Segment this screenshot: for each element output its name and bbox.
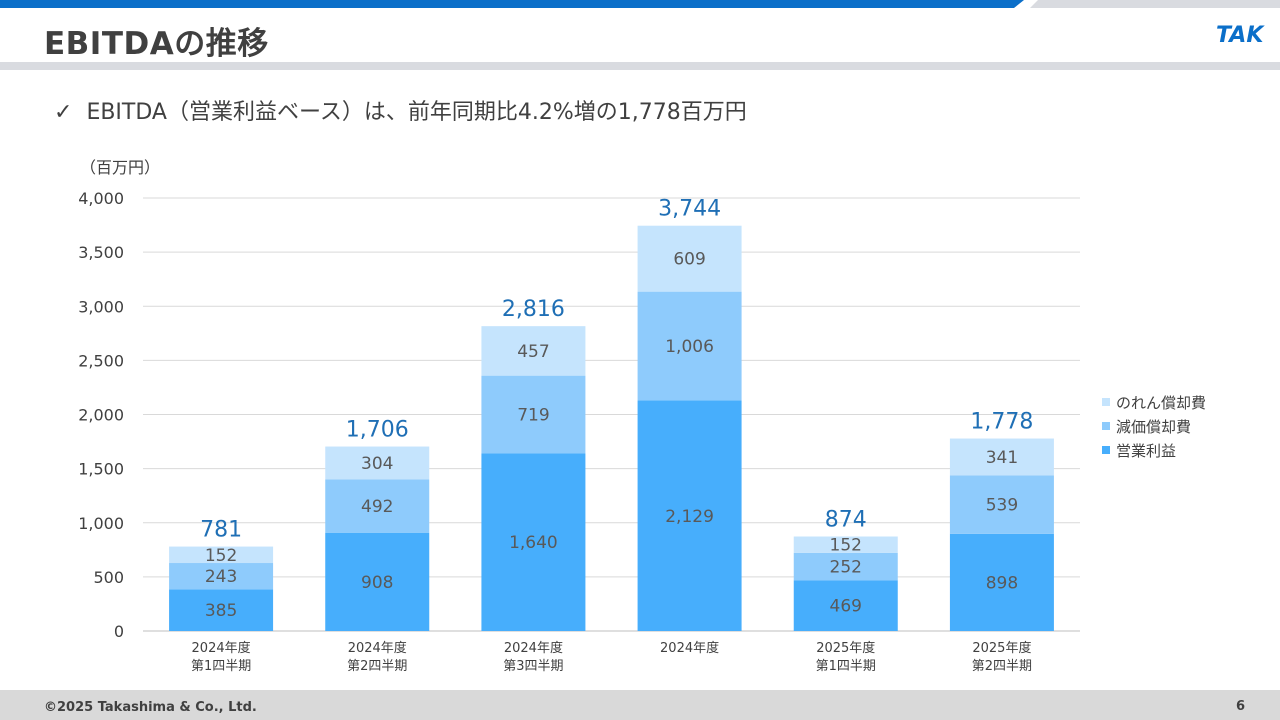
bar-value-label: 908 (361, 573, 393, 593)
y-tick-label: 500 (93, 568, 124, 587)
bar-value-label: 252 (830, 558, 862, 578)
footer-bar (0, 690, 1280, 720)
bar-segment (325, 479, 430, 533)
bar-segment (637, 291, 742, 401)
y-tick-label: 3,000 (78, 297, 124, 316)
bar-value-label: 1,006 (665, 337, 714, 357)
x-tick-label: 2025年度 (972, 640, 1031, 656)
header-rule (0, 62, 1280, 70)
bar-value-label: 469 (830, 597, 862, 617)
bar-segment (169, 546, 274, 564)
y-axis-unit-label: （百万円） (80, 158, 161, 177)
summary-text: EBITDA（営業利益ベース）は、前年同期比4.2%増の1,778百万円 (86, 100, 747, 125)
logo-text: TAK (1216, 23, 1265, 48)
bar-total-label: 781 (200, 517, 242, 542)
y-tick-label: 2,000 (78, 406, 124, 425)
bar-segment (325, 446, 430, 480)
bar-value-label: 457 (517, 342, 549, 362)
y-tick-label: 3,500 (78, 243, 124, 262)
bar-value-label: 341 (986, 448, 1018, 468)
bar-total-label: 1,706 (346, 417, 409, 442)
bar-total-label: 2,816 (502, 297, 565, 322)
bar-value-label: 539 (986, 496, 1018, 516)
company-logo: TAK (1216, 23, 1265, 48)
x-tick-label: 第3四半期 (503, 659, 563, 674)
bar-value-label: 719 (517, 406, 549, 426)
bar-segment (481, 326, 586, 376)
bar-total-label: 1,778 (970, 410, 1033, 435)
bar-segment (949, 533, 1054, 631)
bar-segment (949, 438, 1054, 476)
x-tick-label: 2025年度 (816, 640, 875, 656)
y-tick-label: 1,500 (78, 460, 124, 479)
legend-item-goodwill: のれん償却費 (1102, 390, 1206, 414)
x-tick-label: 2024年度 (192, 640, 251, 656)
bar-value-label: 609 (673, 250, 705, 270)
top-accent-bar (0, 0, 1280, 8)
chart-legend: のれん償却費 減価償却費 営業利益 (1102, 390, 1206, 462)
check-icon: ✓ (54, 100, 73, 125)
copyright-text: ©2025 Takashima & Co., Ltd. (44, 700, 257, 715)
ebitda-stacked-bar-chart: 0 500 1,000 1,500 2,000 2,500 3,000 3,500 4,000 3… (78, 189, 1080, 674)
summary-bullet: ✓ EBITDA（営業利益ベース）は、前年同期比4.2%増の1,778百万円 (54, 94, 747, 126)
bar-value-label: 243 (205, 567, 237, 587)
bar-segment (481, 375, 586, 454)
x-tick-label: 2024年度 (348, 640, 407, 656)
y-tick-label: 2,500 (78, 351, 124, 370)
x-tick-label: 第1四半期 (191, 659, 251, 674)
bar-segment (793, 580, 898, 631)
bar-segment (169, 589, 274, 631)
bar-segment (169, 563, 274, 590)
legend-item-operating-income: 営業利益 (1102, 438, 1206, 462)
legend-swatch (1102, 422, 1110, 430)
bar-value-label: 2,129 (665, 507, 714, 527)
bar-value-label: 385 (205, 601, 237, 621)
bar-segment (793, 536, 898, 553)
y-tick-label: 1,000 (78, 514, 124, 533)
page-number: 6 (1236, 699, 1246, 714)
legend-label: のれん償却費 (1116, 393, 1207, 412)
legend-label: 減価償却費 (1116, 417, 1192, 436)
bar-value-label: 1,640 (509, 533, 558, 553)
legend-label: 営業利益 (1116, 441, 1177, 460)
bar-total-label: 874 (825, 507, 867, 532)
bar-value-label: 152 (205, 546, 237, 566)
page-title: EBITDAの推移 (44, 26, 269, 62)
y-tick-label: 4,000 (78, 189, 124, 208)
x-tick-label: 第2四半期 (347, 659, 407, 674)
bar-value-label: 898 (986, 573, 1018, 593)
x-tick-label: 2024年度 (660, 640, 719, 656)
legend-swatch (1102, 446, 1110, 454)
x-tick-label: 第1四半期 (816, 659, 876, 674)
bar-segment (481, 453, 586, 631)
bar-segment (637, 400, 742, 631)
bar-value-label: 492 (361, 497, 393, 517)
bar-total-label: 3,744 (658, 197, 721, 222)
bar-segment (949, 475, 1054, 534)
bar-segment (793, 552, 898, 581)
x-tick-label: 第2四半期 (972, 659, 1032, 674)
legend-swatch (1102, 398, 1110, 406)
y-tick-label: 0 (114, 622, 124, 641)
legend-item-depreciation: 減価償却費 (1102, 414, 1206, 438)
x-tick-label: 2024年度 (504, 640, 563, 656)
bar-value-label: 304 (361, 454, 393, 474)
bar-segment (637, 225, 742, 292)
bar-segment (325, 532, 430, 631)
bar-value-label: 152 (830, 536, 862, 556)
